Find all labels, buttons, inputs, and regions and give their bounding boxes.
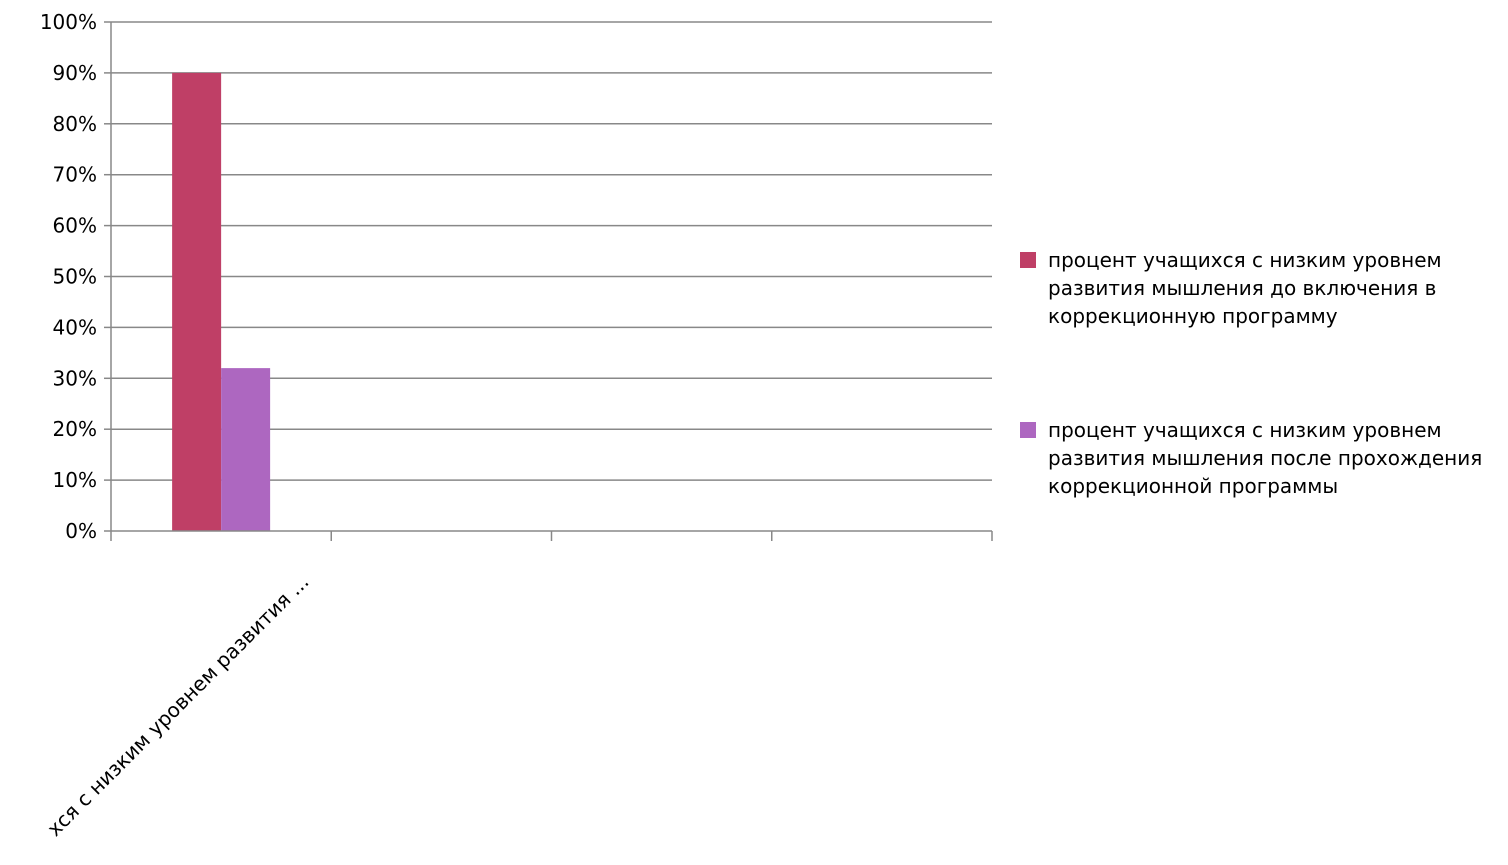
legend-item-after: процент учащихся с низким уровнем развит… (1020, 416, 1508, 500)
y-tick-label: 40% (53, 315, 97, 339)
y-tick-label: 90% (53, 61, 97, 85)
y-tick-labels: 0% 10% 20% 30% 40% 50% 60% 70% 80% 90% 100% (40, 10, 111, 543)
y-tick-label: 50% (53, 265, 97, 289)
legend-swatch-before (1020, 252, 1036, 268)
legend-item-before: процент учащихся с низким уровнем развит… (1020, 246, 1508, 330)
category-label: хся с низким уровнем развития ... (42, 570, 313, 841)
y-tick-label: 20% (53, 417, 97, 441)
y-tick-label: 60% (53, 214, 97, 238)
y-tick-label: 80% (53, 112, 97, 136)
legend: процент учащихся с низким уровнем развит… (1020, 246, 1508, 500)
y-tick-label: 30% (53, 366, 97, 390)
legend-label-before: процент учащихся с низким уровнем развит… (1048, 248, 1442, 328)
legend-swatch-after (1020, 422, 1036, 438)
bars (172, 72, 271, 532)
y-tick-label: 70% (53, 163, 97, 187)
x-ticks (110, 531, 993, 541)
bar-series-1-category-1 (172, 72, 222, 532)
y-tick-label: 0% (65, 519, 97, 543)
y-tick-label: 100% (40, 10, 97, 34)
y-tick-label: 10% (53, 468, 97, 492)
bar-series-2-category-1 (221, 368, 271, 531)
legend-label-after: процент учащихся с низким уровнем развит… (1048, 418, 1483, 498)
